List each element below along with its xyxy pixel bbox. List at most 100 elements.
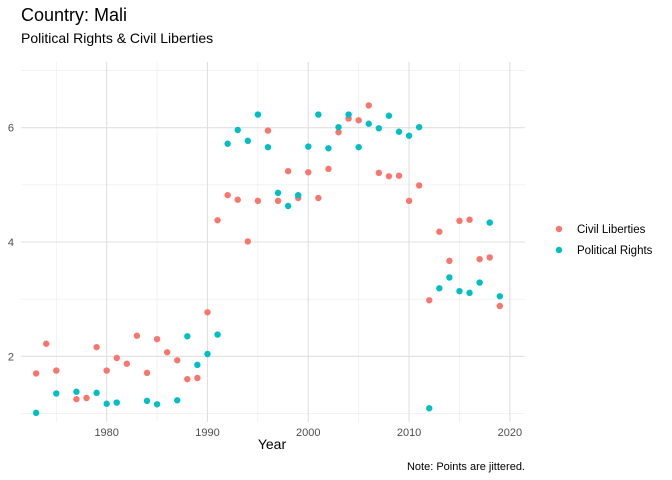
point-political-rights [244, 137, 251, 145]
point-political-rights [476, 279, 483, 286]
point-political-rights [365, 120, 372, 127]
point-civil-liberties [174, 357, 181, 364]
chart-subtitle: Political Rights & Civil Liberties [21, 30, 213, 46]
point-civil-liberties [224, 191, 231, 199]
point-civil-liberties [133, 332, 141, 339]
point-civil-liberties [43, 340, 50, 347]
point-civil-liberties [375, 169, 383, 177]
point-civil-liberties [274, 197, 282, 205]
point-civil-liberties [53, 367, 60, 374]
point-political-rights [73, 388, 80, 395]
point-political-rights [335, 123, 342, 131]
point-political-rights [385, 112, 393, 119]
point-political-rights [486, 219, 493, 226]
point-political-rights [32, 409, 40, 417]
point-civil-liberties [446, 257, 453, 265]
point-civil-liberties [123, 360, 131, 367]
point-civil-liberties [83, 394, 90, 402]
x-tick-label: 2020 [498, 427, 522, 439]
point-civil-liberties [385, 173, 393, 180]
point-political-rights [295, 191, 302, 199]
y-tick-label: 2 [8, 351, 14, 363]
point-civil-liberties [113, 354, 120, 362]
point-civil-liberties [184, 375, 191, 383]
point-political-rights [305, 143, 312, 150]
point-political-rights [194, 361, 201, 369]
point-political-rights [426, 405, 433, 412]
point-civil-liberties [153, 335, 161, 343]
x-tick-label: 2010 [397, 427, 421, 439]
point-civil-liberties [405, 197, 413, 205]
point-civil-liberties [305, 169, 312, 176]
point-political-rights [355, 143, 362, 151]
y-tick-label: 4 [8, 237, 14, 249]
chart-caption: Note: Points are jittered. [407, 461, 525, 473]
point-political-rights [274, 189, 282, 197]
legend-label-political-rights: Political Rights [577, 245, 653, 257]
point-political-rights [184, 333, 191, 340]
point-civil-liberties [395, 172, 403, 179]
point-political-rights [174, 397, 181, 404]
point-political-rights [405, 132, 413, 139]
point-civil-liberties [466, 216, 473, 223]
point-civil-liberties [456, 217, 463, 225]
point-civil-liberties [32, 370, 40, 377]
point-civil-liberties [103, 367, 110, 374]
y-tick-label: 6 [8, 123, 14, 135]
point-political-rights [234, 126, 241, 134]
point-civil-liberties [254, 197, 262, 205]
grid-lines [21, 62, 525, 422]
point-political-rights [53, 390, 60, 397]
x-axis-ticks: 1980 1990 2000 2010 2020 [94, 427, 522, 439]
point-civil-liberties [194, 374, 201, 382]
point-political-rights [345, 111, 352, 118]
point-political-rights [264, 143, 272, 151]
point-political-rights [446, 274, 453, 281]
point-civil-liberties [93, 343, 100, 351]
point-political-rights [395, 128, 403, 135]
point-civil-liberties [284, 167, 292, 175]
y-axis-ticks: 2 4 6 [8, 123, 14, 364]
legend-key-civil-liberties [555, 225, 563, 233]
point-political-rights [143, 397, 151, 405]
point-political-rights [214, 331, 221, 338]
point-political-rights [466, 289, 473, 297]
x-axis-label: Year [258, 436, 287, 452]
data-points [32, 102, 503, 417]
point-civil-liberties [476, 255, 483, 263]
point-civil-liberties [204, 309, 211, 316]
point-political-rights [415, 123, 423, 131]
point-civil-liberties [244, 238, 251, 245]
point-political-rights [113, 399, 120, 406]
point-political-rights [284, 202, 292, 210]
point-civil-liberties [486, 254, 493, 261]
point-civil-liberties [365, 102, 372, 109]
point-civil-liberties [335, 129, 342, 136]
point-political-rights [153, 401, 161, 408]
point-political-rights [436, 285, 443, 292]
point-civil-liberties [143, 369, 151, 377]
point-civil-liberties [436, 228, 443, 235]
legend-label-civil-liberties: Civil Liberties [577, 224, 646, 236]
point-political-rights [224, 140, 231, 147]
point-political-rights [103, 400, 110, 407]
point-political-rights [315, 111, 322, 118]
point-civil-liberties [426, 297, 433, 304]
point-political-rights [456, 287, 463, 295]
point-civil-liberties [325, 165, 332, 173]
point-civil-liberties [355, 117, 362, 124]
point-civil-liberties [496, 302, 503, 310]
x-tick-label: 1990 [195, 427, 219, 439]
point-civil-liberties [163, 349, 171, 356]
point-civil-liberties [264, 127, 272, 134]
legend: Civil Liberties Political Rights [555, 224, 653, 257]
point-political-rights [496, 293, 503, 300]
point-civil-liberties [234, 196, 241, 203]
point-political-rights [254, 111, 262, 118]
point-political-rights [204, 350, 211, 358]
point-political-rights [325, 145, 332, 152]
point-civil-liberties [214, 217, 221, 224]
x-tick-label: 1980 [94, 427, 118, 439]
point-civil-liberties [73, 395, 80, 403]
